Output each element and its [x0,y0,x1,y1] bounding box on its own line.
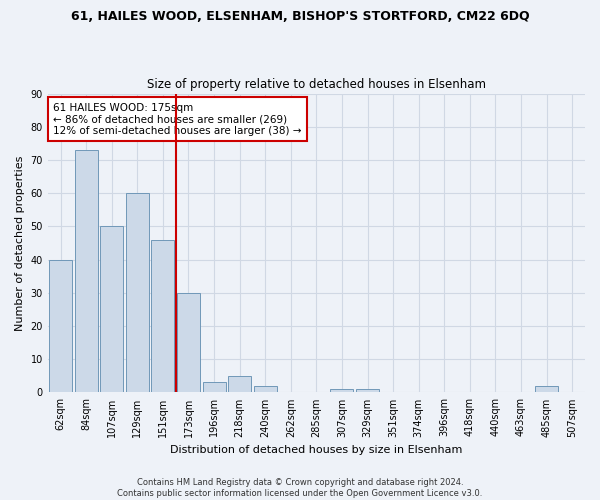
Title: Size of property relative to detached houses in Elsenham: Size of property relative to detached ho… [147,78,486,91]
Text: Contains HM Land Registry data © Crown copyright and database right 2024.
Contai: Contains HM Land Registry data © Crown c… [118,478,482,498]
Bar [74,150,98,392]
Bar [254,386,277,392]
Bar [126,193,149,392]
Bar [331,389,353,392]
Bar [203,382,226,392]
Bar [535,386,558,392]
X-axis label: Distribution of detached houses by size in Elsenham: Distribution of detached houses by size … [170,445,463,455]
Bar [177,293,200,392]
Bar [49,260,72,392]
Y-axis label: Number of detached properties: Number of detached properties [15,156,25,330]
Bar [356,389,379,392]
Bar [100,226,123,392]
Bar [151,240,175,392]
Text: 61, HAILES WOOD, ELSENHAM, BISHOP'S STORTFORD, CM22 6DQ: 61, HAILES WOOD, ELSENHAM, BISHOP'S STOR… [71,10,529,23]
Text: 61 HAILES WOOD: 175sqm
← 86% of detached houses are smaller (269)
12% of semi-de: 61 HAILES WOOD: 175sqm ← 86% of detached… [53,102,302,136]
Bar [228,376,251,392]
